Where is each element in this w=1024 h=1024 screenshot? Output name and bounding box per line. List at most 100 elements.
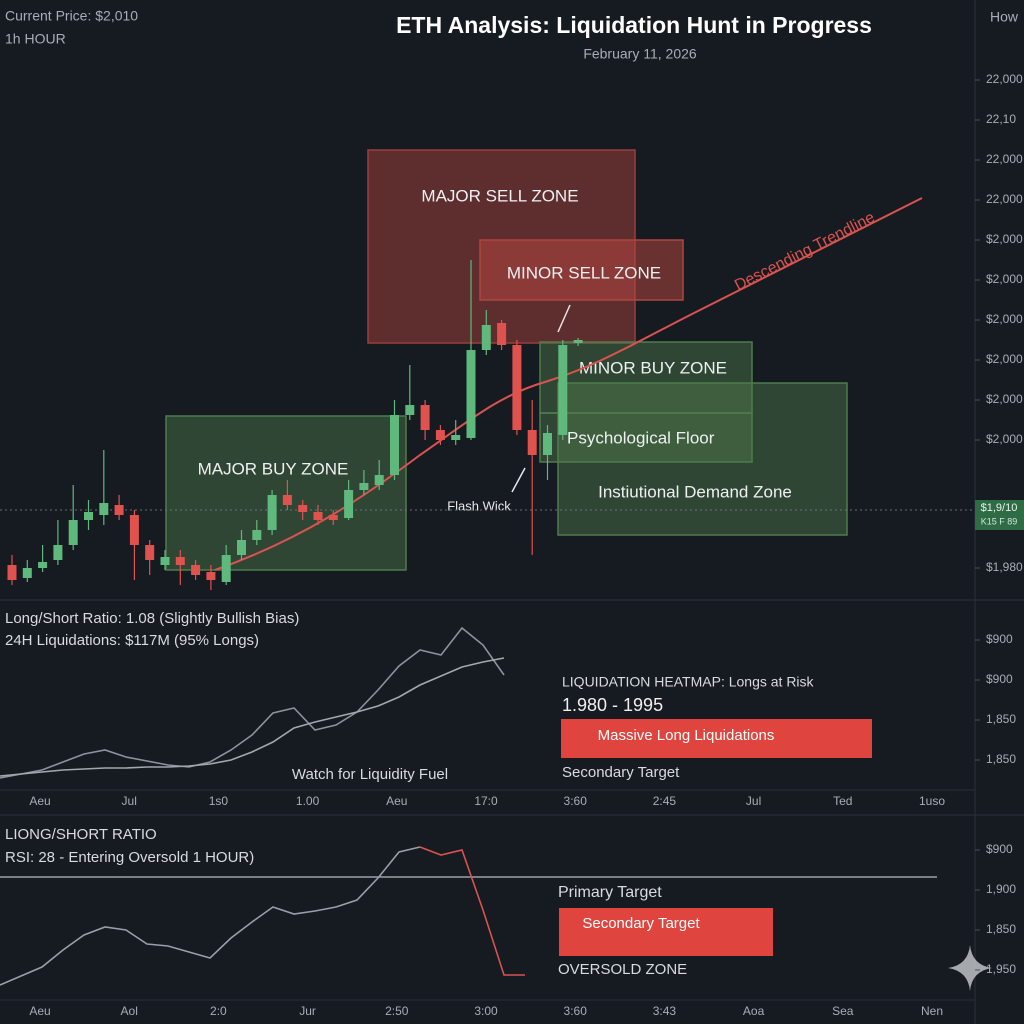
timeframe: 1h HOUR: [5, 31, 66, 47]
price-tag: [975, 500, 1024, 530]
y-tick-label: 22,000: [986, 192, 1023, 206]
candle-body: [466, 350, 476, 438]
current-price: Current Price: $2,010: [5, 8, 138, 24]
zone-label: MAJOR BUY ZONE: [198, 459, 349, 478]
candle-body: [175, 557, 185, 565]
heatmap-range: 1.980 - 1995: [562, 695, 663, 715]
zone-label: Instiutional Demand Zone: [598, 482, 792, 501]
y-tick-label: $2,000: [986, 432, 1023, 446]
sparkle-icon: [948, 945, 992, 991]
candle-body: [298, 505, 308, 512]
candle-body: [543, 433, 552, 455]
series-line: [0, 846, 421, 986]
y-tick-label: 1,900: [986, 882, 1016, 896]
y-tick-label: 1,950: [986, 962, 1016, 976]
x-tick-label: 2:0: [210, 1004, 227, 1018]
arrow: [557, 304, 571, 333]
panel-text: LIONG/SHORT RATIO: [5, 826, 157, 843]
chart-title: ETH Analysis: Liquidation Hunt in Progre…: [396, 12, 872, 38]
candle-body: [221, 555, 231, 582]
candle-body: [206, 572, 216, 580]
zone: [165, 415, 407, 571]
x-tick-label: Jul: [122, 794, 137, 808]
zones: MAJOR SELL ZONE MINOR SELL ZONE MAJOR BUY …: [165, 149, 848, 571]
series-line: [419, 846, 525, 976]
y-tick-label: $900: [986, 672, 1013, 686]
candle-body: [451, 435, 461, 440]
candle-body: [38, 562, 48, 568]
arrow: [511, 467, 526, 493]
x-tick-label: 3:60: [564, 794, 588, 808]
candle-body: [512, 345, 522, 430]
x-tick-label: 2:45: [653, 794, 677, 808]
x-tick-label: Sea: [832, 1004, 854, 1018]
candle-body: [252, 530, 262, 540]
series-line: [0, 657, 505, 777]
zone-label: OVERSOLD ZONE: [558, 961, 687, 978]
target-label: Secondary Target: [562, 764, 680, 781]
candle-body: [435, 430, 445, 440]
candle-body: [481, 325, 491, 350]
x-tick-label: 1uso: [919, 794, 945, 808]
heatmap-title: LIQUIDATION HEATMAP: Longs at Risk: [562, 674, 815, 690]
x-tick-label: 1.00: [296, 794, 320, 808]
candle-body: [313, 512, 323, 520]
zone: [539, 341, 753, 414]
price-tag-label: $1,9/10: [981, 502, 1018, 514]
x-tick-label: 17:0: [474, 794, 498, 808]
x-tick-label: 2:50: [385, 1004, 409, 1018]
zone: [539, 412, 753, 463]
zone: [479, 239, 684, 301]
candle-body: [405, 405, 415, 415]
y-tick-label: $2,000: [986, 232, 1023, 246]
panel-note: Watch for Liquidity Fuel: [292, 766, 448, 783]
candle-body: [7, 565, 17, 580]
candle-body: [84, 512, 93, 520]
candle-body: [114, 505, 124, 515]
y-tick-label: 22,10: [986, 112, 1016, 126]
candle-body: [191, 565, 201, 575]
primary-label: Primary Target: [558, 884, 662, 901]
x-tick-label: 3:00: [474, 1004, 498, 1018]
x-tick-label: 1s0: [209, 794, 229, 808]
target-box-label: Secondary Target: [582, 915, 700, 932]
candle-body: [573, 340, 583, 343]
zone-label: MAJOR SELL ZONE: [421, 186, 578, 205]
candle-body: [53, 545, 63, 560]
x-tick-label: Aeu: [29, 794, 50, 808]
heatmap-bar: [561, 719, 872, 758]
series-line: [0, 626, 505, 779]
y-tick-label: $2,000: [986, 352, 1023, 366]
candle-body: [99, 503, 109, 515]
x-tick-label: Aol: [121, 1004, 138, 1018]
y-tick-label: 1,850: [986, 712, 1016, 726]
x-tick-label: Aeu: [29, 1004, 50, 1018]
candle-body: [267, 495, 277, 530]
chart-subtitle: February 11, 2026: [583, 46, 697, 62]
wick-label: Flash Wick: [447, 498, 511, 513]
y-tick-label: $2,000: [986, 392, 1023, 406]
corner-label: How: [990, 9, 1019, 25]
candle-body: [497, 323, 507, 345]
x-tick-label: Nen: [921, 1004, 943, 1018]
candle-body: [374, 475, 384, 485]
candle-body: [237, 540, 246, 555]
x-tick-label: Aoa: [743, 1004, 765, 1018]
y-tick-label: 22,000: [986, 72, 1023, 86]
panel-text: Long/Short Ratio: 1.08 (Slightly Bullish…: [5, 610, 299, 627]
zone-label: Psychological Floor: [567, 428, 715, 447]
candle-body: [145, 545, 155, 560]
candle-body: [22, 568, 32, 578]
panel-text: 24H Liquidations: $117M (95% Longs): [5, 632, 259, 649]
candle-body: [344, 490, 354, 518]
y-tick-label: $900: [986, 632, 1013, 646]
candle-body: [160, 557, 170, 565]
candle-body: [558, 345, 568, 435]
zone-label: MINOR BUY ZONE: [579, 358, 727, 377]
candle-body: [527, 430, 537, 455]
y-tick-label: 22,000: [986, 152, 1023, 166]
candle-body: [390, 415, 399, 475]
candle-body: [282, 495, 292, 505]
y-tick-label: $900: [986, 842, 1013, 856]
